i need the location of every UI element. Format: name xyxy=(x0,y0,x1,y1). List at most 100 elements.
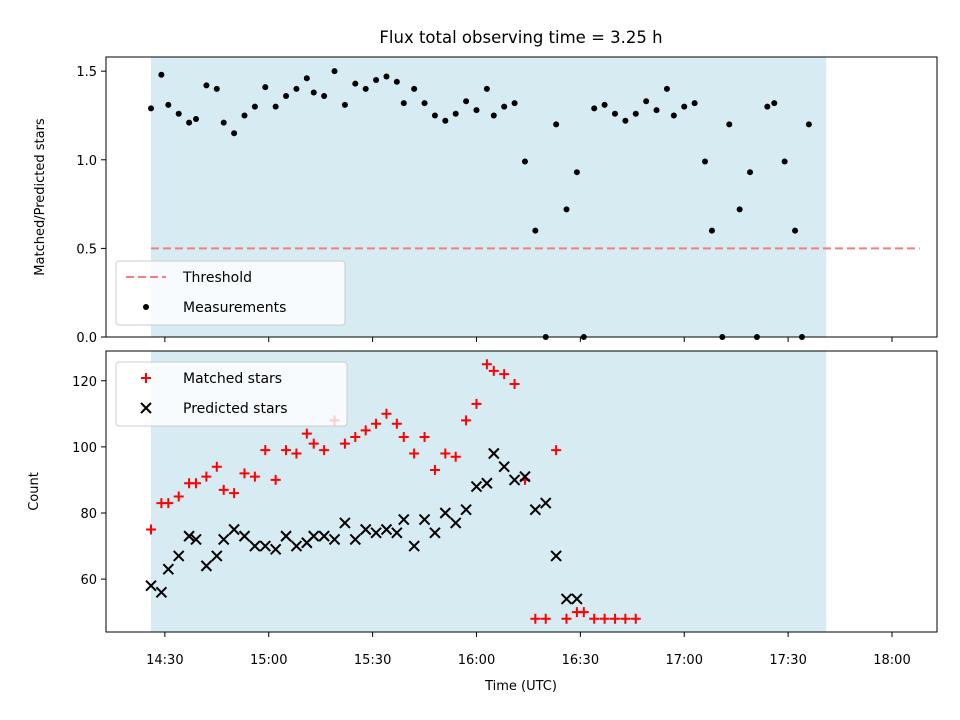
count-panel: 60 80 100 120 Count Matched stars Predicted st… xyxy=(27,350,938,637)
count-series-1-point xyxy=(308,530,320,542)
count-series-1-point xyxy=(380,523,393,536)
ratio-series-0-point xyxy=(490,112,497,119)
count-series-1-point xyxy=(290,540,303,552)
count-series-1-point xyxy=(200,560,213,572)
count-series-0-point xyxy=(398,431,409,442)
count-series-1-point xyxy=(218,533,230,546)
count-series-1-point xyxy=(408,540,420,552)
count-legend-box xyxy=(115,361,348,427)
count-series-1-point xyxy=(318,530,330,542)
ratio-series-0-point xyxy=(736,206,743,213)
ratio-series-0-point xyxy=(203,82,210,89)
ratio-series-0-point xyxy=(251,103,258,110)
count-series-1-point xyxy=(529,503,542,516)
ratio-series-0-point xyxy=(352,80,359,87)
count-series-0-point xyxy=(409,448,420,459)
ratio-series-0-point xyxy=(792,227,799,234)
ratio-series-0-point xyxy=(521,158,528,165)
count-series-1-point xyxy=(359,523,372,536)
count-series-0-point xyxy=(461,415,472,426)
ratio-series-0-point xyxy=(563,206,570,213)
count-series-0-point xyxy=(609,613,620,624)
ratio-legend: Threshold Measurements xyxy=(115,260,346,326)
ratio-series-0-point xyxy=(373,77,380,84)
count-series-1-point xyxy=(211,550,223,562)
legend-matched-swatch xyxy=(141,373,151,383)
ratio-series-0-point xyxy=(383,73,390,80)
count-series-0-point xyxy=(589,613,600,624)
ratio-series-0-point xyxy=(231,130,238,137)
count-series-1-point xyxy=(155,586,168,599)
ratio-y-tick-label: 1.0 xyxy=(76,154,97,169)
count-axes-frame xyxy=(105,350,938,633)
count-series-0-point xyxy=(218,484,229,495)
ratio-series-0-point xyxy=(511,100,518,107)
count-series-0-point xyxy=(599,613,610,624)
x-tick-label: 14:30 xyxy=(146,653,183,668)
count-series-0-point xyxy=(620,613,631,624)
count-series-0-point xyxy=(578,607,589,618)
ratio-y-axis-label: Matched/Predicted stars xyxy=(33,118,48,276)
x-tick-label: 17:00 xyxy=(666,653,703,668)
legend-predicted-swatch xyxy=(140,402,152,414)
ratio-series-0-point xyxy=(331,68,338,75)
count-series-1-point xyxy=(519,470,531,483)
count-series-1-point xyxy=(259,540,271,552)
ratio-series-0-point xyxy=(591,105,598,112)
ratio-series-0-point xyxy=(393,78,400,85)
count-series-0-point xyxy=(211,461,222,472)
count-series-0-point xyxy=(350,431,361,442)
legend-measurements-swatch xyxy=(143,304,149,310)
count-y-axis-label: Count xyxy=(27,472,42,511)
count-series-1-point xyxy=(339,517,351,529)
ratio-series-0-point xyxy=(411,85,418,92)
count-series-0-point xyxy=(391,418,402,429)
ratio-series-0-point xyxy=(702,158,709,165)
ratio-series-0-point xyxy=(771,100,778,107)
count-y-tick-label: 80 xyxy=(80,507,97,522)
ratio-series-0-point xyxy=(310,89,317,96)
ratio-series-0-point xyxy=(400,100,407,107)
ratio-panel: 0.0 0.5 1.0 1.5 Matched/Predicted stars Thres… xyxy=(33,56,938,346)
count-series-0-point xyxy=(530,613,541,624)
ratio-series-0-point xyxy=(611,110,618,117)
count-series-1-point xyxy=(228,523,240,536)
ratio-series-0-point xyxy=(463,98,470,105)
x-tick-label: 16:00 xyxy=(458,653,495,668)
count-series-0-point xyxy=(301,428,312,439)
count-series-1-point xyxy=(173,550,185,562)
ratio-series-0-point xyxy=(691,100,698,107)
ratio-series-0-point xyxy=(473,107,480,114)
count-series-1-point xyxy=(269,543,282,556)
count-series-1-point xyxy=(183,530,195,542)
ratio-y-tick-label: 1.5 xyxy=(76,65,97,80)
ratio-y-tick-label: 0.0 xyxy=(76,331,97,346)
count-series-1-point xyxy=(439,507,452,519)
ratio-series-0-point xyxy=(532,227,539,234)
count-series-1-point xyxy=(488,447,500,460)
count-series-1-point xyxy=(508,474,521,486)
x-tick-label: 18:00 xyxy=(873,653,910,668)
count-y-tick-label: 60 xyxy=(80,573,97,588)
count-legend: Matched stars Predicted stars xyxy=(115,361,348,427)
count-series-0-point xyxy=(260,445,271,456)
count-legend-label: Predicted stars xyxy=(183,401,288,417)
count-series-0-point xyxy=(173,491,184,502)
count-series-0-point xyxy=(291,448,302,459)
ratio-series-0-point xyxy=(442,117,449,124)
x-tick-label: 15:00 xyxy=(250,653,287,668)
count-series-0-point xyxy=(488,365,499,376)
count-series-0-point xyxy=(429,465,440,476)
count-series-1-point xyxy=(398,513,410,526)
count-series-1-point xyxy=(560,593,573,605)
ratio-series-0-point xyxy=(262,84,269,91)
count-series-0-point xyxy=(229,488,240,499)
ratio-axes-frame xyxy=(105,56,938,338)
ratio-series-0-point xyxy=(193,116,200,123)
count-series-0-point xyxy=(509,379,520,390)
ratio-series-0-point xyxy=(670,112,677,119)
ratio-series-0-point xyxy=(272,103,279,110)
ratio-series-0-point xyxy=(421,100,428,107)
count-series-1-point xyxy=(370,527,382,539)
